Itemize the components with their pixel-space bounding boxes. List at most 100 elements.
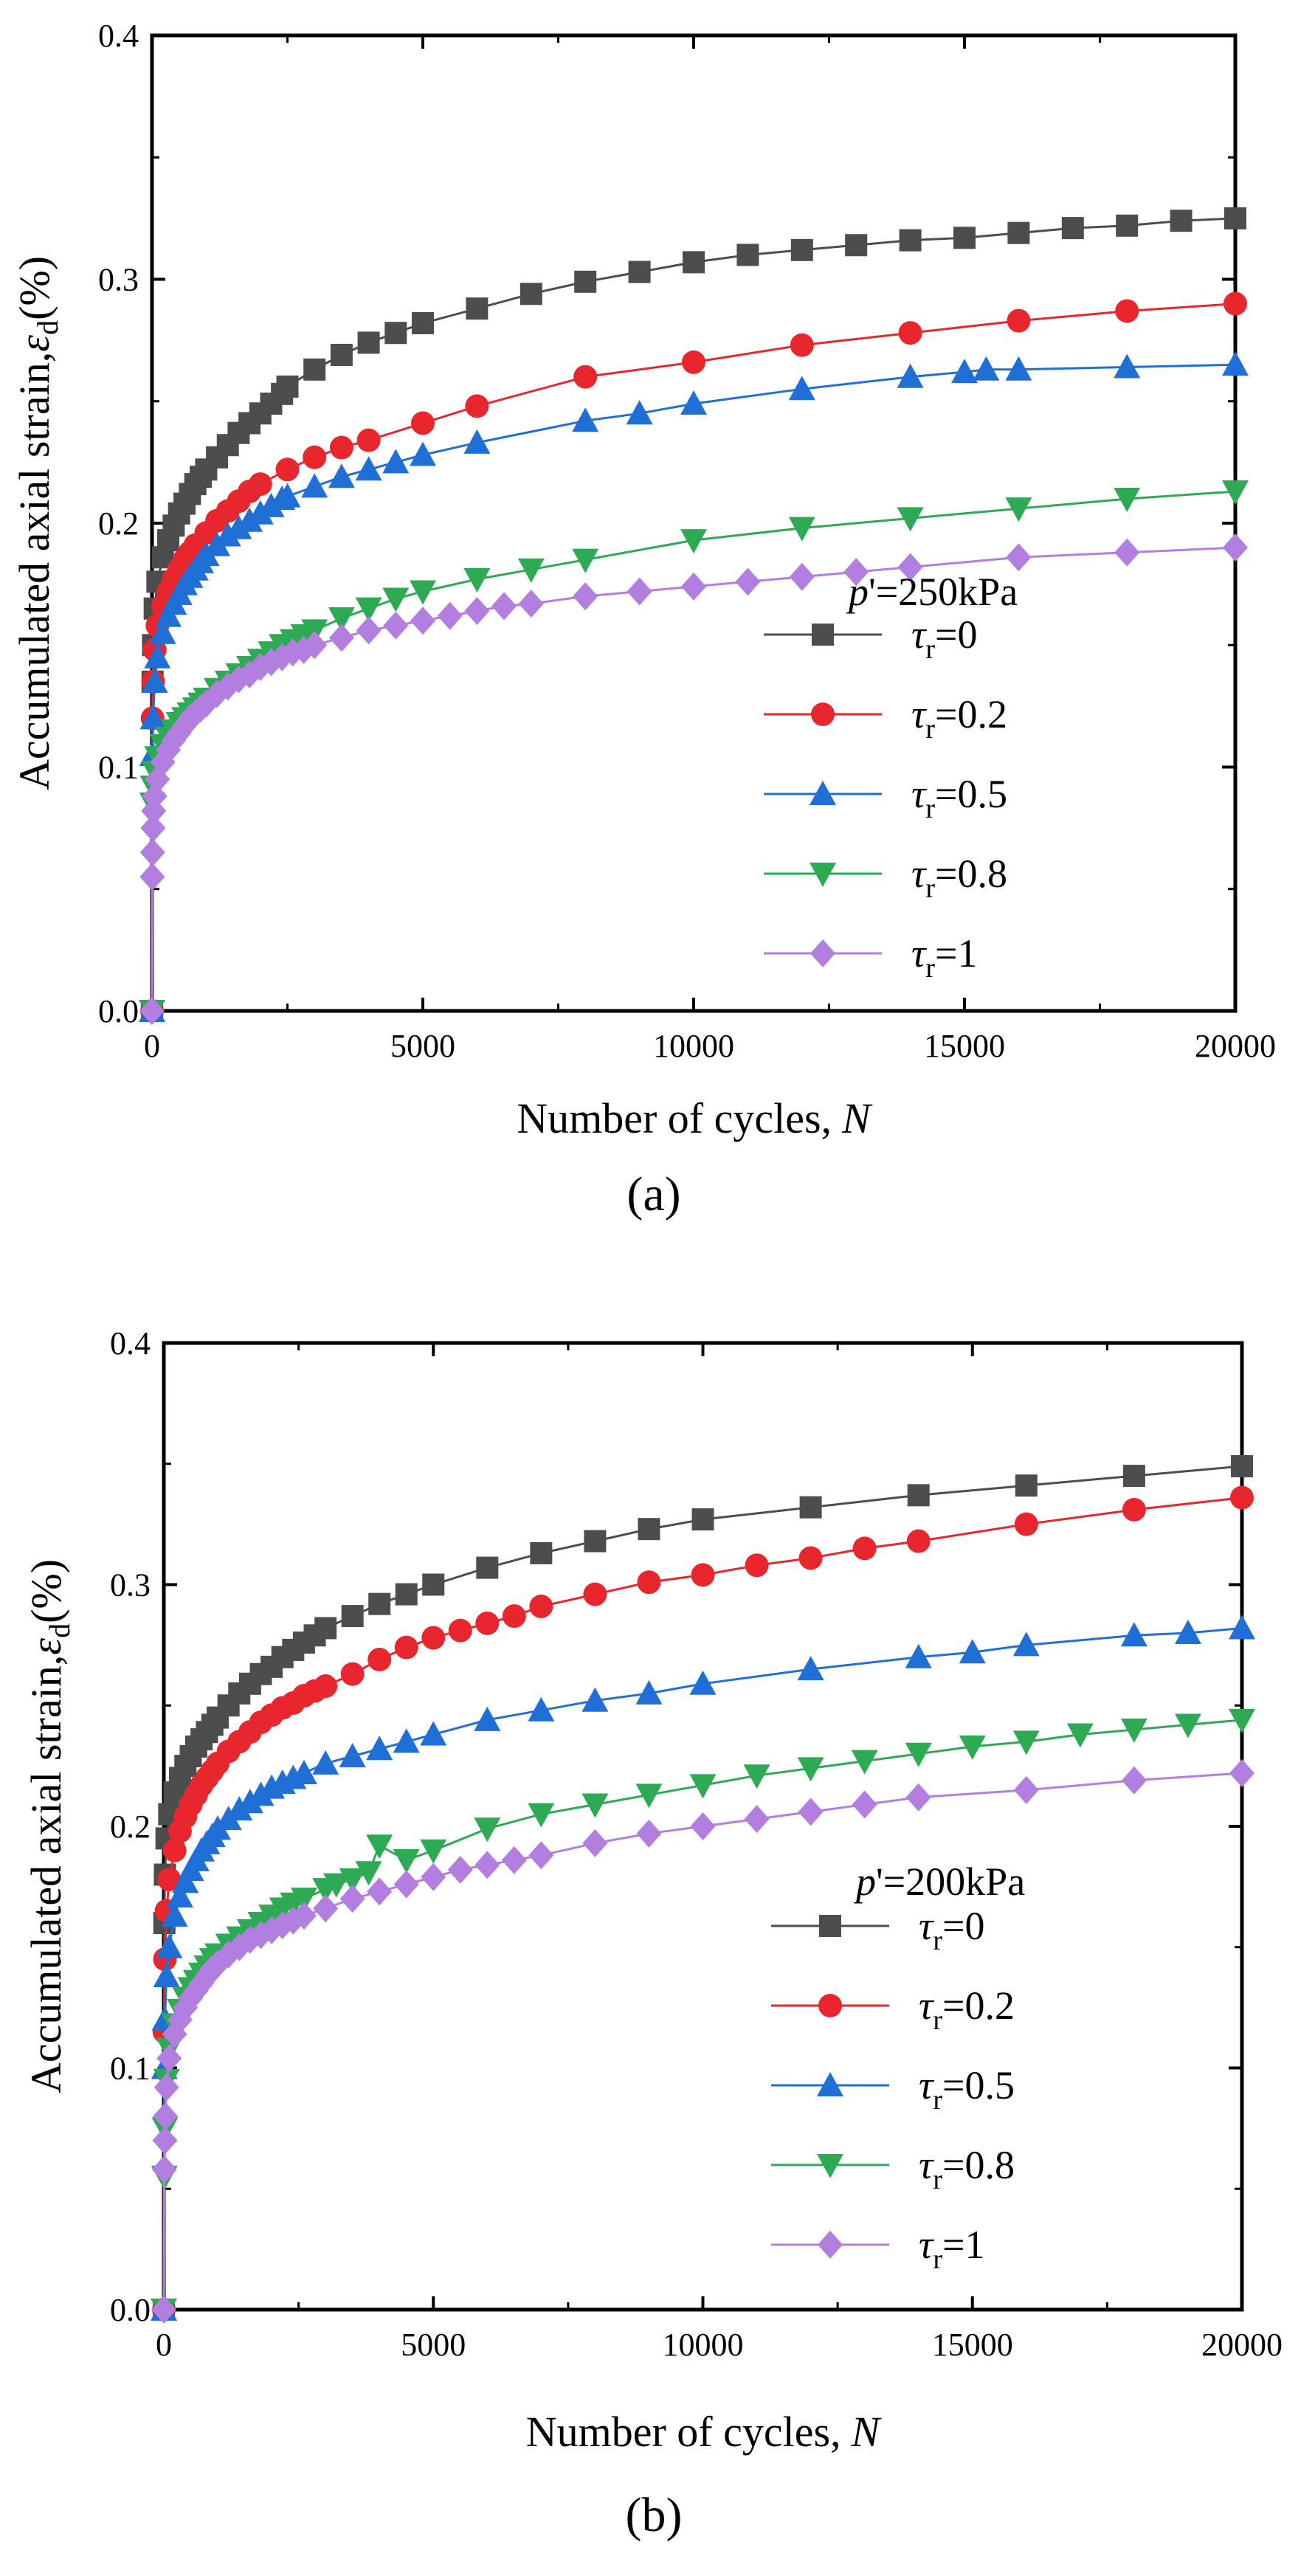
data-point (1006, 543, 1032, 572)
x-tick-label: 5000 (390, 1028, 455, 1064)
series-layer (151, 1455, 1255, 2324)
y-tick-label: 0.1 (98, 750, 139, 786)
data-point (798, 1546, 823, 1570)
legend-label-sub: r (933, 2085, 942, 2116)
data-point (1223, 533, 1248, 562)
data-point (581, 1793, 609, 1818)
data-point (905, 1643, 932, 1668)
legend-label-sub: r (925, 793, 935, 824)
x-axis-title-var: N (841, 1094, 873, 1142)
x-tick-label: 0 (144, 1028, 160, 1064)
data-point (1170, 210, 1193, 232)
series-2 (139, 351, 1249, 1022)
data-point (153, 2102, 179, 2130)
legend-label-symbol: τ (911, 772, 927, 816)
data-point (690, 1812, 716, 1840)
legend-item-1: τr=0.2 (771, 1983, 1015, 2036)
y-axis-title-sub: d (31, 320, 64, 335)
data-point (1114, 538, 1140, 567)
legend-title-var: p (853, 1860, 876, 1904)
legend-label: τr=0.5 (919, 2063, 1015, 2116)
data-point (410, 607, 435, 635)
legend-marker (810, 939, 835, 967)
data-point (382, 587, 410, 612)
legend-title-var: p (846, 570, 869, 614)
data-point (680, 529, 707, 554)
data-point (798, 1798, 824, 1826)
data-point (1223, 291, 1247, 316)
data-point (1007, 221, 1030, 244)
data-point (302, 631, 328, 660)
y-tick-label: 0.2 (110, 1809, 151, 1845)
data-point (789, 562, 815, 591)
x-axis-title: Number of cycles, N (517, 1094, 873, 1142)
data-point (1013, 1775, 1039, 1804)
data-point (290, 1759, 317, 1784)
legend-label-symbol: τ (911, 692, 927, 736)
data-point (139, 997, 165, 1025)
y-tick-label: 0.4 (98, 18, 139, 54)
legend-label-sub: r (925, 714, 935, 745)
plot-frame (150, 33, 1238, 1013)
data-point (236, 507, 263, 532)
data-point (214, 522, 241, 547)
data-point (735, 567, 761, 596)
series-4 (139, 533, 1248, 1025)
figure-caption-b: (b) (626, 2488, 683, 2542)
series-3 (139, 480, 1249, 1024)
data-point (356, 616, 382, 645)
series-0 (153, 1455, 1253, 2321)
legend-item-4: τr=1 (771, 2223, 984, 2275)
legend-label: τr=1 (919, 2223, 984, 2275)
data-point (420, 1721, 447, 1746)
data-point (637, 1570, 661, 1595)
legend-label-value: =1 (935, 931, 977, 976)
data-point (899, 229, 922, 252)
data-point (799, 1496, 822, 1519)
data-point (382, 449, 410, 474)
data-point (1174, 1620, 1201, 1644)
legend-label-sub: r (933, 2164, 942, 2195)
y-axis-title-text: Accumulated axial strain, (10, 352, 58, 790)
data-point (788, 376, 815, 401)
data-point (144, 643, 171, 669)
data-point (745, 1553, 769, 1578)
data-point (680, 390, 707, 415)
data-point (339, 1885, 365, 1913)
data-point (475, 1611, 500, 1635)
series-3 (151, 1708, 1255, 2323)
legend-title-rest: '=250kPa (869, 570, 1018, 614)
data-point (246, 500, 274, 525)
data-point (1229, 1758, 1254, 1787)
data-point (410, 580, 436, 605)
data-point (1122, 1465, 1145, 1488)
data-point (151, 2296, 176, 2324)
data-point (635, 1783, 663, 1809)
data-point (141, 668, 168, 693)
x-axis-title-text: Number of cycles, (517, 1094, 832, 1142)
legend-label: τr=0 (911, 612, 977, 665)
data-point (790, 238, 813, 261)
data-point (530, 1541, 553, 1564)
series-line (162, 1772, 1243, 2310)
data-point (582, 1829, 608, 1857)
legend-label: τr=0.2 (911, 692, 1007, 745)
series-0 (141, 207, 1246, 1022)
data-point (851, 1750, 878, 1775)
legend-label-sub: r (925, 953, 935, 984)
data-point (384, 322, 407, 345)
data-point (528, 1696, 555, 1722)
data-point (682, 350, 705, 374)
data-point (573, 365, 598, 389)
data-point (312, 1750, 339, 1775)
data-point (339, 1868, 366, 1893)
data-point (1015, 1474, 1038, 1497)
legend-marker (811, 702, 835, 726)
legend-label-sub: r (933, 2005, 942, 2036)
legend-title: p'=250kPa (846, 570, 1018, 614)
data-point (466, 297, 489, 320)
data-point (301, 473, 328, 498)
data-point (411, 411, 435, 435)
data-point (314, 1617, 337, 1640)
